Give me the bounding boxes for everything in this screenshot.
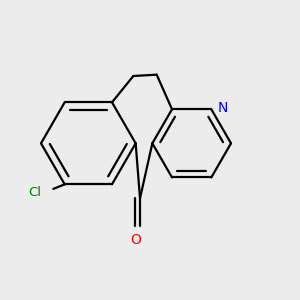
Text: O: O — [130, 233, 141, 247]
Text: N: N — [217, 101, 228, 115]
Text: Cl: Cl — [28, 186, 41, 199]
